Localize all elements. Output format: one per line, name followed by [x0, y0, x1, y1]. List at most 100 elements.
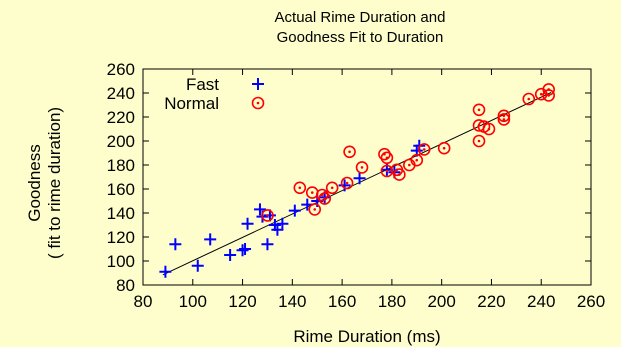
marker-ring [343, 145, 356, 159]
marker-dot [442, 146, 446, 150]
marker-dot [323, 197, 326, 200]
marker-dot [310, 191, 314, 194]
marker-ring [261, 209, 274, 222]
legend-marker-normal [251, 96, 265, 110]
data-point-normal [472, 134, 486, 148]
x-tick-label: 80 [134, 292, 153, 311]
data-point-fast [191, 259, 204, 272]
x-tick-label: 220 [477, 292, 505, 311]
data-point-normal [343, 145, 356, 159]
marker-dot [502, 114, 506, 118]
data-point-fast [239, 243, 252, 255]
marker-dot [313, 208, 317, 211]
marker-dot [256, 101, 260, 105]
data-point-normal [522, 92, 536, 106]
marker-dot [360, 166, 364, 169]
marker-ring [325, 181, 339, 195]
marker-dot [298, 186, 302, 190]
data-point-fast [204, 233, 217, 246]
data-point-normal [393, 168, 406, 181]
marker-dot [547, 88, 550, 91]
data-point-normal [417, 143, 431, 156]
legend-label-fast: Fast [186, 75, 219, 94]
marker-ring [380, 151, 394, 165]
y-tick-label: 180 [107, 156, 135, 175]
data-point-fast [253, 203, 266, 216]
fit-line-group [162, 91, 552, 276]
y-tick-label: 140 [107, 204, 135, 223]
series-normal [261, 83, 555, 222]
marker-ring [251, 96, 265, 110]
y-tick-label: 260 [107, 60, 135, 79]
x-tick-label: 160 [328, 292, 356, 311]
legend-marker-fast [252, 78, 264, 90]
data-point-fast [236, 244, 249, 257]
data-point-fast [261, 238, 274, 251]
marker-dot [330, 186, 334, 190]
marker-dot [266, 214, 269, 217]
marker-ring [522, 92, 536, 106]
data-point-normal [437, 141, 451, 155]
marker-dot [527, 97, 531, 101]
data-point-normal [293, 181, 307, 195]
y-axis-label-line-1: Goodness [25, 144, 44, 222]
data-point-fast [276, 217, 289, 230]
marker-ring [497, 113, 511, 126]
data-point-normal [325, 181, 339, 195]
marker-ring [542, 83, 555, 96]
series-fast [159, 139, 426, 278]
marker-ring [410, 153, 424, 167]
marker-dot [385, 169, 389, 173]
data-points [159, 83, 555, 278]
marker-ring [472, 103, 486, 117]
data-point-normal [472, 103, 486, 117]
marker-ring [497, 109, 511, 123]
y-tick-label: 160 [107, 180, 135, 199]
x-tick-label: 140 [278, 292, 306, 311]
marker-ring [293, 181, 307, 195]
data-point-normal [378, 147, 391, 161]
marker-dot [477, 108, 481, 112]
y-tick-label: 80 [116, 276, 135, 295]
data-point-normal [380, 151, 394, 165]
data-point-normal [380, 164, 394, 178]
marker-dot [348, 150, 351, 154]
data-point-normal [497, 109, 511, 123]
x-tick-label: 240 [527, 292, 555, 311]
marker-ring [482, 122, 496, 136]
data-point-normal [410, 153, 424, 167]
data-point-normal [261, 209, 274, 222]
y-tick-label: 100 [107, 252, 135, 271]
marker-dot [415, 158, 419, 162]
marker-ring [437, 141, 451, 155]
marker-dot [539, 92, 543, 96]
chart-title: Actual Rime Duration and Goodness Fit to… [275, 9, 446, 46]
y-tick-label: 220 [107, 108, 135, 127]
fit-line [162, 91, 552, 276]
data-point-normal [355, 161, 369, 174]
marker-ring [380, 164, 394, 178]
x-tick-label: 100 [179, 292, 207, 311]
data-point-normal [542, 83, 555, 96]
data-point-fast [159, 265, 172, 278]
marker-dot [408, 163, 411, 167]
x-tick-label: 200 [427, 292, 455, 311]
data-point-normal [308, 203, 322, 216]
y-axis-label: Goodness ( fit to rime duration) [25, 107, 64, 259]
x-tick-label: 120 [228, 292, 256, 311]
data-point-normal [315, 188, 329, 202]
data-point-normal [497, 113, 511, 126]
chart-title-line-1: Actual Rime Duration and [275, 9, 446, 26]
x-tick-label: 180 [378, 292, 406, 311]
data-point-fast [353, 172, 366, 185]
marker-ring [315, 188, 329, 202]
marker-ring [355, 161, 369, 174]
marker-dot [398, 173, 401, 176]
plot-area: 80 100 120 140 160 180 200 220 240 260 80 100 120 140… [107, 60, 606, 311]
marker-ring [472, 134, 486, 148]
marker-dot [477, 139, 481, 143]
marker-dot [502, 118, 506, 121]
